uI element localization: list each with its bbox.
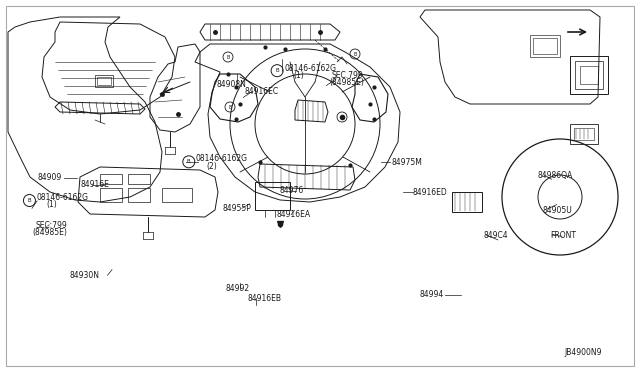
Bar bbox=[100, 174, 122, 184]
Text: 84992: 84992 bbox=[225, 284, 250, 293]
Text: 84955P: 84955P bbox=[223, 204, 252, 213]
Text: 84916EB: 84916EB bbox=[247, 294, 281, 303]
Text: 84976: 84976 bbox=[279, 186, 303, 195]
Bar bbox=[530, 35, 560, 57]
Bar bbox=[570, 124, 598, 144]
Bar bbox=[128, 188, 150, 202]
Text: FRONT: FRONT bbox=[550, 231, 577, 240]
Text: B: B bbox=[187, 159, 191, 164]
Bar bbox=[97, 77, 111, 85]
Bar bbox=[574, 128, 594, 140]
Text: 84916EC: 84916EC bbox=[244, 87, 278, 96]
Text: 08146-6162G: 08146-6162G bbox=[284, 64, 336, 73]
Text: 84905U: 84905U bbox=[543, 206, 572, 215]
Bar bbox=[128, 174, 150, 184]
Text: (84985E): (84985E) bbox=[32, 228, 67, 237]
Bar bbox=[533, 38, 557, 54]
Text: 84908N: 84908N bbox=[216, 80, 246, 89]
Text: 84975M: 84975M bbox=[392, 158, 422, 167]
Text: 84916ED: 84916ED bbox=[413, 188, 447, 197]
Text: (1): (1) bbox=[293, 71, 304, 80]
Text: 84994: 84994 bbox=[419, 290, 444, 299]
Text: B: B bbox=[353, 51, 356, 57]
Bar bbox=[580, 66, 598, 84]
Text: 84916E: 84916E bbox=[80, 180, 109, 189]
Text: 84930N: 84930N bbox=[69, 271, 99, 280]
Bar bbox=[570, 56, 608, 94]
Text: 08146-6162G: 08146-6162G bbox=[36, 193, 88, 202]
Text: 84916EA: 84916EA bbox=[276, 210, 310, 219]
Text: B: B bbox=[228, 105, 232, 109]
Text: (1): (1) bbox=[47, 200, 58, 209]
Bar bbox=[452, 192, 482, 212]
Text: 84986QA: 84986QA bbox=[538, 171, 573, 180]
Text: (84985E): (84985E) bbox=[330, 78, 364, 87]
Text: JB4900N9: JB4900N9 bbox=[564, 348, 602, 357]
Text: 84909: 84909 bbox=[37, 173, 61, 182]
Text: (2): (2) bbox=[206, 162, 217, 171]
Bar bbox=[162, 188, 192, 202]
Text: SEC.799: SEC.799 bbox=[35, 221, 67, 230]
Bar bbox=[255, 182, 290, 210]
Bar bbox=[100, 188, 122, 202]
Text: SEC.799: SEC.799 bbox=[332, 71, 364, 80]
Text: B: B bbox=[28, 198, 31, 203]
Text: B: B bbox=[227, 55, 230, 60]
Text: 08146-6162G: 08146-6162G bbox=[196, 154, 248, 163]
Bar bbox=[95, 75, 113, 87]
Text: 849C4: 849C4 bbox=[483, 231, 508, 240]
Bar bbox=[575, 61, 603, 89]
Text: B: B bbox=[275, 68, 279, 73]
